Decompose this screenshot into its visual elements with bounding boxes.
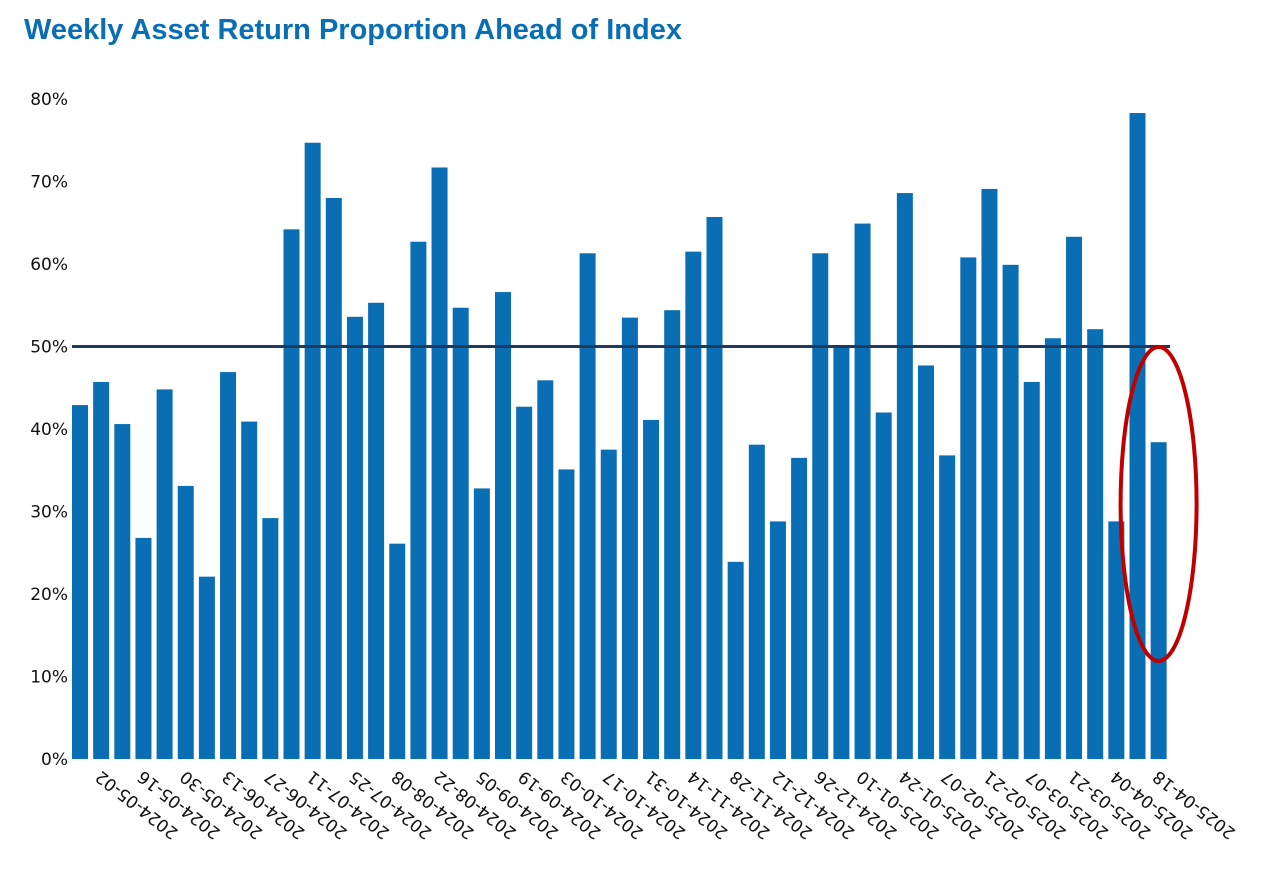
y-tick-label: 50% (30, 338, 68, 358)
bar (346, 316, 363, 759)
y-tick-label: 40% (30, 420, 68, 440)
bar (600, 449, 617, 760)
bar (643, 419, 660, 759)
bar (960, 257, 977, 759)
bar (833, 345, 850, 759)
bar (939, 455, 956, 759)
bar (1087, 329, 1104, 759)
bar (304, 142, 321, 760)
bar (537, 380, 554, 759)
y-tick-label: 20% (30, 585, 68, 605)
y-tick-label: 80% (30, 90, 68, 110)
bar (72, 405, 88, 759)
bar (156, 389, 173, 759)
bar (93, 381, 110, 759)
bar (283, 229, 300, 760)
bar (389, 543, 406, 759)
bar (452, 307, 469, 759)
bar (1108, 521, 1125, 759)
bar (410, 241, 427, 760)
bar (769, 521, 786, 759)
bar (854, 223, 871, 759)
y-tick-label: 30% (30, 503, 68, 523)
bar (896, 193, 913, 760)
bar (558, 469, 575, 759)
bar (791, 457, 808, 760)
bar (664, 310, 681, 759)
bar (981, 188, 998, 759)
bar (1023, 381, 1040, 759)
bar (1066, 236, 1083, 759)
bar (685, 251, 702, 759)
bar (812, 253, 829, 759)
bar (1002, 264, 1019, 759)
y-tick-label: 10% (30, 668, 68, 688)
bar (1150, 442, 1167, 759)
bar (473, 488, 490, 759)
bar (1129, 113, 1146, 759)
bar (177, 485, 194, 759)
bar (706, 216, 723, 760)
bar (241, 421, 258, 759)
bar (220, 372, 237, 759)
y-tick-label: 70% (30, 173, 68, 193)
bar (516, 406, 533, 759)
bar (621, 317, 638, 759)
bar (1044, 338, 1061, 759)
bar (262, 518, 279, 759)
bar (579, 253, 596, 759)
bar (114, 424, 131, 759)
highlight-ellipse (1118, 345, 1199, 663)
bar (875, 412, 892, 759)
bar (918, 365, 934, 759)
bar (198, 576, 215, 759)
bar (135, 537, 152, 759)
bar (748, 444, 765, 759)
chart-title: Weekly Asset Return Proportion Ahead of … (24, 14, 682, 46)
bar (368, 302, 385, 759)
bar (495, 292, 511, 759)
bar (325, 198, 342, 759)
y-tick-label: 0% (41, 750, 68, 770)
bar (431, 167, 448, 760)
y-tick-label: 60% (30, 255, 68, 275)
bar (727, 561, 744, 759)
